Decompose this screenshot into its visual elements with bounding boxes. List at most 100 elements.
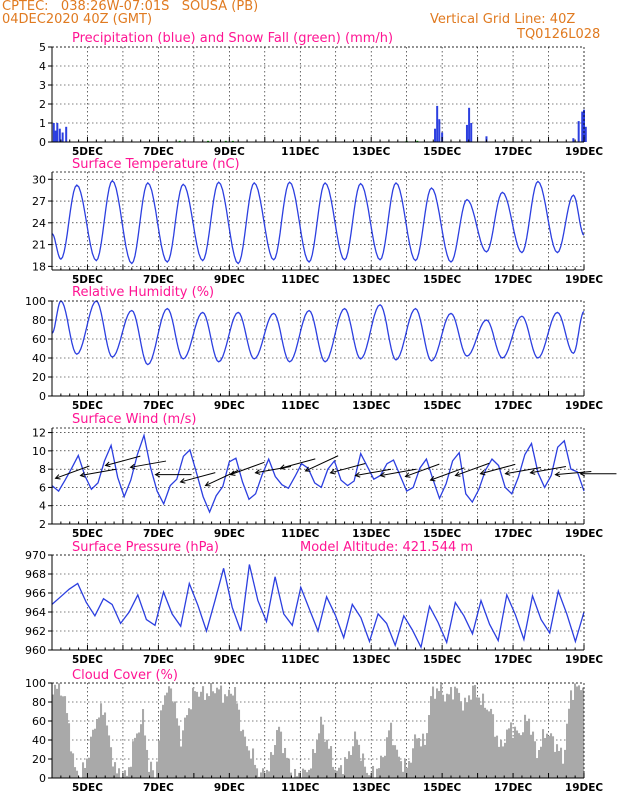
x-tick-label: 5DEC xyxy=(72,782,103,794)
cloud-bar xyxy=(472,685,475,778)
cloud-bar xyxy=(394,745,397,778)
x-tick-label: 17DEC xyxy=(494,654,533,666)
cloud-bar xyxy=(196,691,199,778)
cloud-bar xyxy=(236,703,239,778)
snow-bar xyxy=(231,140,234,142)
cloud-bar xyxy=(464,697,467,778)
cloud-bar xyxy=(70,751,73,778)
cloud-bar xyxy=(166,692,169,778)
cloud-bar xyxy=(360,760,363,778)
cloud-bar xyxy=(248,750,251,778)
cloud-bar xyxy=(270,752,273,778)
x-tick-label: 19DEC xyxy=(565,654,604,666)
cloud-bar xyxy=(358,744,361,778)
panel-title: Cloud Cover (%) xyxy=(72,668,178,683)
cloud-bar xyxy=(570,690,573,778)
wind-arrow xyxy=(480,463,516,475)
cloud-bar xyxy=(228,689,231,778)
wind-arrow-head xyxy=(579,470,586,477)
y-tick-label: 2 xyxy=(39,98,46,111)
wind-arrow xyxy=(330,462,366,474)
cloud-bar xyxy=(250,758,253,778)
y-tick-label: 100 xyxy=(25,295,46,308)
x-tick-label: 15DEC xyxy=(423,146,462,158)
cloud-bar xyxy=(204,699,207,778)
y-tick-label: 21 xyxy=(32,239,46,252)
cloud-bar xyxy=(172,702,175,778)
cloud-bar xyxy=(182,730,185,778)
x-tick-label: 19DEC xyxy=(565,400,604,412)
precip-bar xyxy=(581,111,584,142)
cloud-bar xyxy=(202,686,205,778)
wind-arrow-head xyxy=(329,468,336,475)
cloud-bar xyxy=(74,767,77,778)
precip-bar xyxy=(470,123,473,142)
x-tick-label: 15DEC xyxy=(423,274,462,286)
cloud-bar xyxy=(542,729,545,778)
panel-precip: 0 1 2 3 4 5 5DEC 7DEC 9DEC 11DEC 13DEC 15DEC 17DEC 19… xyxy=(39,31,603,158)
x-tick-label: 11DEC xyxy=(281,782,320,794)
x-tick-label: 13DEC xyxy=(352,528,391,540)
panel-rh: 0 20 40 60 80 100 5DEC 7DEC 9DEC 11DEC 13DEC 15DEC 1… xyxy=(25,285,603,412)
cloud-bar xyxy=(572,699,575,778)
cloud-bar xyxy=(296,776,299,778)
cloud-bar xyxy=(252,748,255,778)
cloud-bar xyxy=(340,765,343,778)
cloud-bar xyxy=(314,752,317,778)
cloud-bar xyxy=(356,739,359,778)
cloud-bar xyxy=(404,759,407,778)
cloud-bar xyxy=(96,718,99,778)
cloud-bar xyxy=(288,759,291,778)
x-tick-label: 5DEC xyxy=(72,400,103,412)
wind-arrow xyxy=(205,469,239,487)
cloud-bar xyxy=(144,735,147,778)
cloud-bar xyxy=(240,731,243,778)
wind-arrow xyxy=(255,466,292,474)
x-tick-label: 11DEC xyxy=(281,528,320,540)
cloud-bar xyxy=(474,684,477,778)
cloud-bar xyxy=(524,714,527,778)
panel-title: Precipitation (blue) and Snow Fall (gree… xyxy=(72,31,393,46)
cloud-bar xyxy=(566,723,569,778)
cloud-bar xyxy=(336,770,339,778)
cloud-bar xyxy=(212,691,215,778)
x-tick-label: 9DEC xyxy=(214,146,245,158)
cloud-bar xyxy=(444,701,447,778)
cloud-bar xyxy=(266,769,269,778)
cloud-bar xyxy=(274,745,277,778)
precip-bar xyxy=(465,124,468,142)
cloud-bar xyxy=(440,684,443,778)
cloud-bar xyxy=(388,730,391,778)
wind-arrow xyxy=(305,455,339,472)
cloud-bar xyxy=(488,711,491,778)
cloud-bar xyxy=(466,702,469,778)
wind-arrow xyxy=(430,467,465,481)
y-tick-label: 60 xyxy=(32,715,46,728)
precip-bar xyxy=(583,109,585,142)
cloud-bar xyxy=(482,693,485,778)
cloud-bar xyxy=(550,733,553,778)
wind-arrow-head xyxy=(229,470,236,476)
x-tick-label: 15DEC xyxy=(423,400,462,412)
x-tick-label: 7DEC xyxy=(143,400,174,412)
cloud-bar xyxy=(402,771,405,778)
cloud-bar xyxy=(508,728,511,778)
cloud-bar xyxy=(140,724,143,778)
wind-arrow-head xyxy=(404,472,411,478)
y-tick-label: 30 xyxy=(32,173,46,186)
x-tick-label: 19DEC xyxy=(565,146,604,158)
cloud-bar xyxy=(498,746,501,778)
wind-arrow-head xyxy=(354,472,361,478)
cloud-bar xyxy=(364,766,367,778)
cloud-bar xyxy=(428,715,431,778)
cloud-bar xyxy=(560,747,563,778)
wind-arrow-head xyxy=(529,469,536,475)
cloud-bar xyxy=(234,687,237,778)
cloud-bar xyxy=(60,695,63,778)
cloud-bar xyxy=(380,755,383,778)
cloud-bar xyxy=(408,761,411,778)
cloud-bar xyxy=(298,772,301,778)
cloud-bar xyxy=(412,748,415,778)
cloud-bar xyxy=(548,735,551,778)
x-tick-label: 7DEC xyxy=(143,782,174,794)
